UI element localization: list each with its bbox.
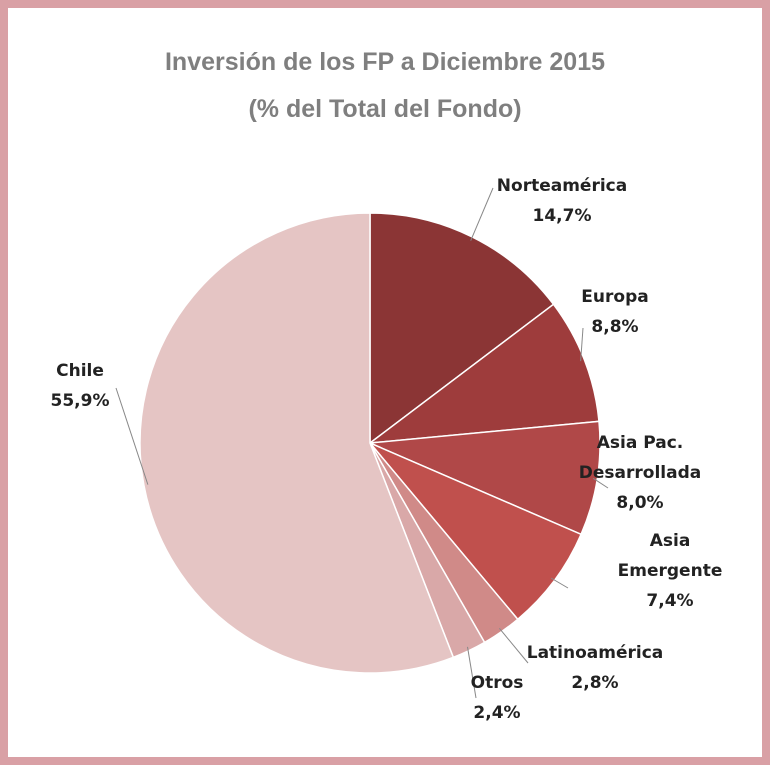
value-label: 2,8% xyxy=(571,673,619,693)
data-label: Asia Pac. Desarrollada 8,0% xyxy=(570,428,710,518)
chart-title: Inversión de los FP a Diciembre 2015 xyxy=(164,48,605,76)
data-label: Latinoamérica 2,8% xyxy=(527,638,664,698)
category-label: Latinoamérica xyxy=(526,643,664,663)
leader-line xyxy=(115,387,149,485)
value-label: 8,8% xyxy=(591,317,639,337)
data-label: Otros 2,4% xyxy=(471,668,524,728)
category-label: Asia Pac. Desarrollada xyxy=(578,433,702,483)
leader-line xyxy=(550,577,569,589)
leader-line xyxy=(592,477,609,489)
category-label: Norteamérica xyxy=(496,176,628,196)
leader-line xyxy=(580,327,584,362)
value-label: 8,0% xyxy=(616,493,664,513)
data-label: Europa 8,8% xyxy=(581,282,648,342)
category-label: Otros xyxy=(470,673,524,693)
pie-slice xyxy=(139,212,455,674)
value-label: 2,4% xyxy=(473,703,521,723)
leader-line xyxy=(498,627,529,664)
category-label: Chile xyxy=(56,361,104,381)
chart-subtitle: (% del Total del Fondo) xyxy=(248,95,522,123)
value-label: 7,4% xyxy=(646,591,694,611)
leader-line xyxy=(470,187,494,241)
data-label: Asia Emergente 7,4% xyxy=(618,526,723,616)
category-label: Europa xyxy=(581,287,649,307)
pie-slice xyxy=(367,303,600,444)
data-label: Chile 55,9% xyxy=(51,356,110,416)
category-label: Asia Emergente xyxy=(617,531,723,581)
leader-line xyxy=(467,646,477,699)
data-label: Norteamérica 14,7% xyxy=(497,171,627,231)
pie-slice xyxy=(369,420,601,536)
value-label: 14,7% xyxy=(532,206,592,226)
pie xyxy=(115,187,609,699)
value-label: 55,9% xyxy=(50,391,110,411)
